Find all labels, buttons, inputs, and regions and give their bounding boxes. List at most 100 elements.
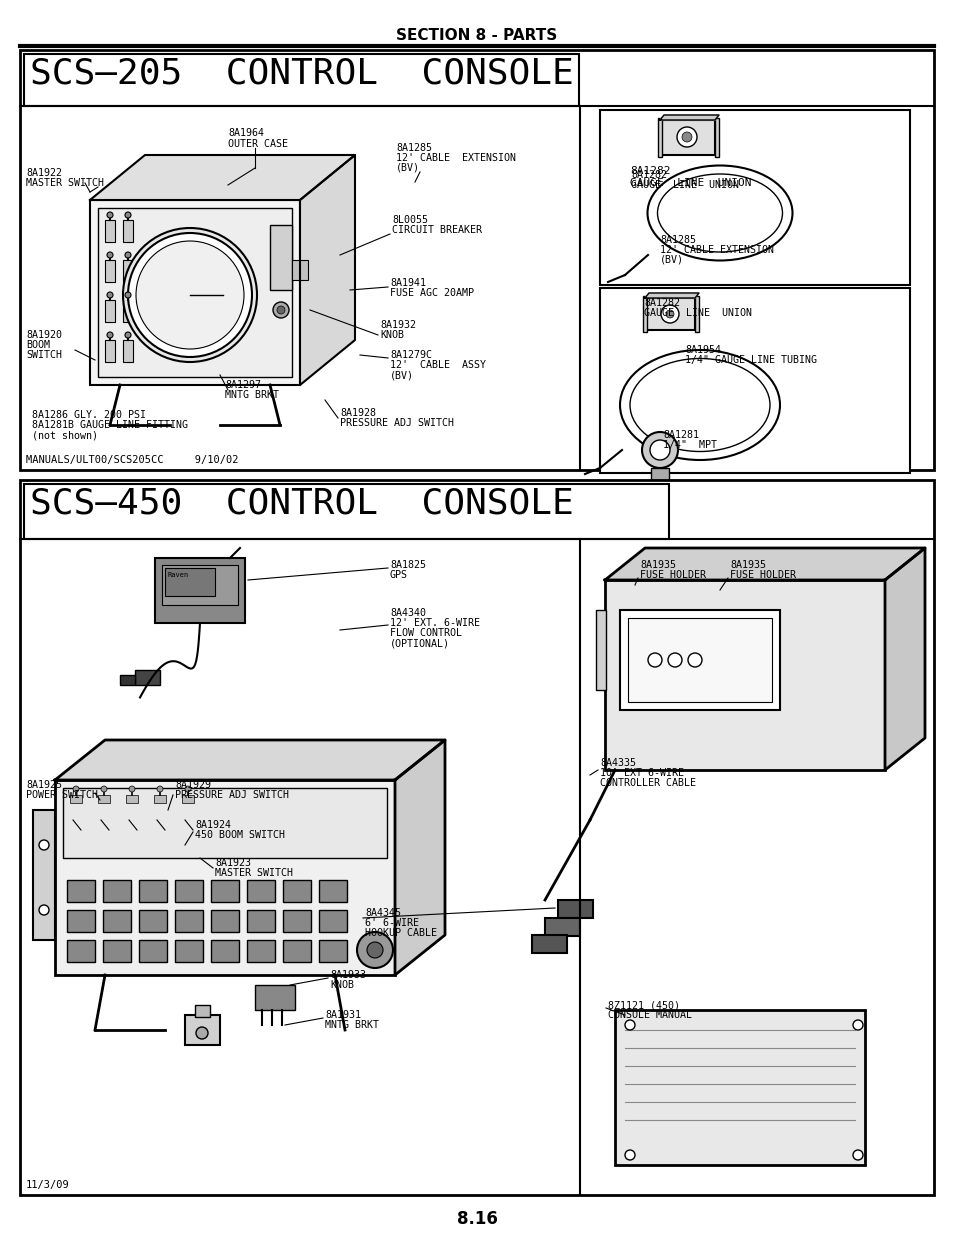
Text: 8A1929: 8A1929	[174, 781, 211, 790]
Bar	[599, 288, 909, 473]
Text: (BV): (BV)	[390, 370, 414, 380]
Text: SECTION 8 - PARTS: SECTION 8 - PARTS	[395, 28, 558, 43]
Circle shape	[128, 233, 252, 357]
Bar	[154, 558, 245, 622]
Text: 8A1925: 8A1925	[26, 781, 62, 790]
Polygon shape	[884, 548, 924, 769]
Bar	[270, 225, 292, 290]
Text: 8A1954: 8A1954	[684, 345, 720, 354]
Text: 8A1922: 8A1922	[26, 168, 62, 178]
Circle shape	[667, 653, 681, 667]
Bar	[194, 1005, 210, 1016]
Text: FUSE HOLDER: FUSE HOLDER	[639, 571, 705, 580]
Circle shape	[641, 432, 678, 468]
Circle shape	[129, 785, 135, 792]
Circle shape	[73, 785, 79, 792]
Text: 8A1964: 8A1964	[228, 128, 264, 138]
Text: 8A1928: 8A1928	[339, 408, 375, 417]
Text: 8.16: 8.16	[456, 1210, 497, 1228]
Text: CONSOLE MANUAL: CONSOLE MANUAL	[607, 1010, 691, 1020]
Bar	[98, 207, 292, 377]
Bar	[642, 296, 646, 332]
Text: SCS–205  CONTROL  CONSOLE: SCS–205 CONTROL CONSOLE	[30, 56, 573, 90]
Text: (not shown): (not shown)	[32, 430, 98, 440]
Text: 450 BOOM SWITCH: 450 BOOM SWITCH	[194, 830, 285, 840]
Text: 6' 6-WIRE: 6' 6-WIRE	[365, 918, 418, 927]
Bar	[318, 940, 347, 962]
Polygon shape	[659, 115, 719, 120]
Bar	[247, 910, 274, 932]
Bar	[247, 881, 274, 902]
Text: (OPTIONAL): (OPTIONAL)	[390, 638, 450, 648]
Bar	[24, 484, 668, 538]
Bar	[139, 881, 167, 902]
Bar	[105, 340, 115, 362]
Bar	[67, 881, 95, 902]
Circle shape	[123, 228, 256, 362]
Text: 8A1281B GAUGE LINE FITTING: 8A1281B GAUGE LINE FITTING	[32, 420, 188, 430]
Text: FUSE HOLDER: FUSE HOLDER	[729, 571, 795, 580]
Bar	[174, 940, 203, 962]
Text: 10' EXT 6-WIRE: 10' EXT 6-WIRE	[599, 768, 683, 778]
Text: 8A1941: 8A1941	[390, 278, 426, 288]
Circle shape	[273, 303, 289, 317]
Text: (BV): (BV)	[395, 163, 419, 173]
Bar	[105, 220, 115, 242]
Text: GPS: GPS	[390, 571, 408, 580]
Bar	[135, 671, 160, 685]
Bar	[318, 910, 347, 932]
Circle shape	[101, 785, 107, 792]
Circle shape	[107, 252, 112, 258]
Circle shape	[649, 440, 669, 459]
Bar	[162, 564, 237, 605]
Bar	[126, 795, 138, 803]
Bar	[165, 568, 214, 597]
Circle shape	[687, 653, 701, 667]
Text: 11/3/09: 11/3/09	[26, 1179, 70, 1191]
Text: HOOKUP CABLE: HOOKUP CABLE	[365, 927, 436, 939]
Bar	[658, 119, 661, 157]
Bar	[211, 940, 239, 962]
Ellipse shape	[647, 165, 792, 261]
Text: KNOB: KNOB	[379, 330, 403, 340]
Circle shape	[195, 1028, 208, 1039]
Text: 8A1282: 8A1282	[630, 170, 666, 180]
Polygon shape	[299, 156, 355, 385]
Bar	[644, 298, 695, 330]
Bar	[599, 110, 909, 285]
Text: 8A1282: 8A1282	[643, 298, 679, 308]
Text: MASTER SWITCH: MASTER SWITCH	[214, 868, 293, 878]
Circle shape	[39, 905, 49, 915]
Circle shape	[157, 785, 163, 792]
Bar	[98, 795, 110, 803]
Text: 8A1297: 8A1297	[225, 380, 261, 390]
Text: PRESSURE ADJ SWITCH: PRESSURE ADJ SWITCH	[174, 790, 289, 800]
Text: 8A1923: 8A1923	[214, 858, 251, 868]
Text: MNTG BRKT: MNTG BRKT	[225, 390, 278, 400]
Polygon shape	[55, 740, 444, 781]
Bar	[63, 788, 387, 858]
Circle shape	[356, 932, 393, 968]
Bar	[615, 1010, 864, 1165]
Text: CONTROLLER CABLE: CONTROLLER CABLE	[599, 778, 696, 788]
Bar	[211, 910, 239, 932]
Bar	[55, 781, 395, 974]
Text: 8A1281: 8A1281	[662, 430, 699, 440]
Text: MNTG BRKT: MNTG BRKT	[325, 1020, 378, 1030]
Text: 8A1935: 8A1935	[729, 559, 765, 571]
Ellipse shape	[629, 358, 769, 452]
Bar	[619, 610, 780, 710]
Bar	[627, 618, 771, 701]
Text: 8A1933: 8A1933	[330, 969, 366, 981]
Text: MANUALS/ULT00/SCS205CC     9/10/02: MANUALS/ULT00/SCS205CC 9/10/02	[26, 454, 238, 466]
Text: 8A1286 GLY. 200 PSI: 8A1286 GLY. 200 PSI	[32, 410, 146, 420]
Text: FUSE AGC 20AMP: FUSE AGC 20AMP	[390, 288, 474, 298]
Bar	[211, 881, 239, 902]
Bar	[139, 910, 167, 932]
Bar	[174, 910, 203, 932]
Bar	[123, 340, 132, 362]
Bar	[695, 296, 699, 332]
Bar	[318, 881, 347, 902]
Bar	[105, 261, 115, 282]
Text: PRESSURE ADJ SWITCH: PRESSURE ADJ SWITCH	[339, 417, 454, 429]
